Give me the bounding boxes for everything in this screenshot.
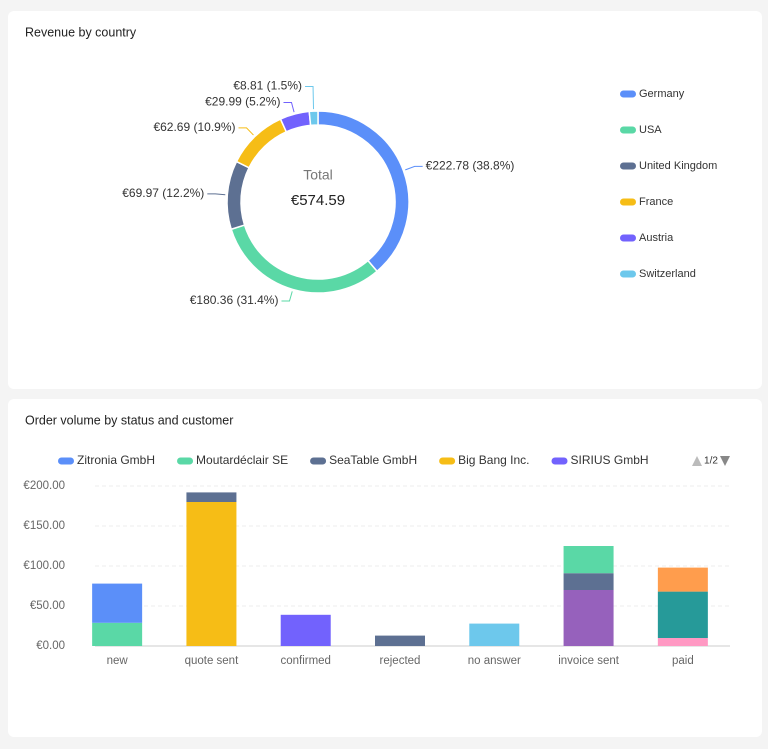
legend-page: 1/2: [704, 456, 718, 467]
legend-label: Moutardéclair SE: [196, 453, 288, 467]
legend-label: SeaTable GmbH: [329, 453, 417, 467]
x-tick-label: new: [107, 655, 129, 667]
legend-label: USA: [639, 124, 662, 136]
legend-next[interactable]: [720, 456, 730, 466]
legend-label: Switzerland: [639, 268, 696, 280]
bar-segment: [186, 492, 237, 502]
data-label: €29.99 (5.2%): [205, 95, 280, 109]
x-tick-label: quote sent: [185, 655, 240, 667]
card: [8, 399, 762, 737]
data-label: €69.97 (12.2%): [122, 186, 204, 200]
legend-marker: [551, 457, 568, 465]
legend-label: Zitronia GmbH: [77, 453, 155, 467]
bar-segment: [469, 623, 520, 646]
legend-marker: [620, 270, 636, 278]
y-tick-label: €150.00: [23, 520, 65, 532]
x-tick-label: confirmed: [280, 655, 331, 667]
data-label: €62.69 (10.9%): [153, 120, 235, 134]
y-tick-label: €0.00: [36, 640, 65, 652]
bar-segment: [657, 591, 708, 638]
leader-line: [305, 85, 315, 110]
leader-line: [238, 127, 254, 136]
bar-segment: [563, 590, 614, 646]
bar-segment: [92, 583, 143, 623]
chart-title: Order volume by status and customer: [25, 413, 233, 427]
leader-line: [283, 101, 295, 113]
legend-prev[interactable]: [692, 456, 702, 466]
legend-marker: [439, 457, 456, 465]
legend-marker: [620, 198, 636, 206]
legend-marker: [620, 90, 636, 98]
bar-segment: [92, 622, 143, 646]
bar-segment: [657, 638, 708, 646]
legend-label: France: [639, 196, 673, 208]
legend-label: SIRIUS GmbH: [571, 453, 649, 467]
x-tick-label: paid: [672, 655, 694, 667]
bar-segment: [657, 567, 708, 592]
x-tick-label: rejected: [380, 655, 421, 667]
legend-marker: [310, 457, 327, 465]
leader-line: [207, 193, 226, 196]
legend-label: Germany: [639, 88, 685, 100]
legend-marker: [620, 234, 636, 242]
legend-label: Austria: [639, 232, 674, 244]
leader-line: [281, 291, 293, 302]
bar-segment: [280, 614, 331, 646]
data-label: €222.78 (38.8%): [426, 159, 515, 173]
y-tick-label: €200.00: [23, 480, 65, 492]
center-label: Total: [303, 167, 333, 183]
y-tick-label: €100.00: [23, 560, 65, 572]
leader-line: [405, 165, 423, 171]
y-tick-label: €50.00: [30, 600, 65, 612]
bar-segment: [563, 573, 614, 590]
legend-label: United Kingdom: [639, 160, 717, 172]
x-tick-label: invoice sent: [558, 655, 620, 667]
donut-slice: [308, 110, 319, 127]
data-label: €180.36 (31.4%): [190, 293, 279, 307]
legend-marker: [58, 457, 74, 465]
legend-marker: [620, 162, 636, 170]
center-value: €574.59: [291, 192, 345, 209]
legend-marker: [177, 457, 194, 465]
card: [8, 11, 762, 389]
legend-label: Big Bang Inc.: [458, 453, 529, 467]
legend-marker: [620, 126, 636, 134]
bar-segment: [186, 502, 237, 646]
x-tick-label: no answer: [468, 655, 521, 667]
chart-title: Revenue by country: [25, 25, 137, 39]
bar-segment: [375, 635, 425, 646]
data-label: €8.81 (1.5%): [233, 79, 302, 93]
bar-segment: [563, 546, 614, 574]
